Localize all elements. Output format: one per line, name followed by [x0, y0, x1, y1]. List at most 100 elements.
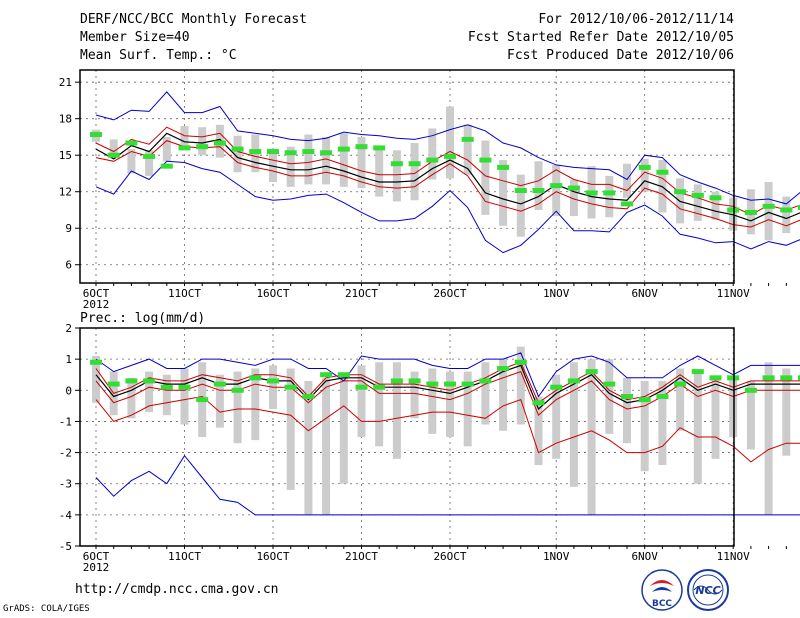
prec-obs-mark: [603, 381, 616, 387]
prec-obs-mark: [196, 397, 209, 403]
temp-x-tick-label: 21OCT: [345, 287, 378, 300]
prec-obs-mark: [390, 378, 403, 384]
temp-spread-bar: [410, 143, 419, 201]
prec-spread-bar: [375, 362, 384, 447]
prec-y-tick-label: -5: [59, 540, 72, 553]
temp-obs-mark: [143, 153, 156, 159]
temp-spread-bar: [322, 136, 331, 185]
temp-y-tick-label: 21: [59, 76, 72, 89]
prec-obs-mark: [798, 375, 800, 381]
prec-obs-mark: [284, 384, 297, 390]
temp-obs-mark: [373, 145, 386, 151]
temp-obs-mark: [284, 150, 297, 156]
prec-spread-bar: [658, 380, 667, 466]
bcc-logo: BCC: [641, 569, 683, 611]
prec-x-tick-label: 11OCT: [168, 550, 201, 563]
temp-max-line: [95, 91, 800, 205]
temp-obs-mark: [320, 150, 333, 156]
temp-obs-mark: [550, 183, 563, 189]
prec-spread-bar: [605, 359, 614, 434]
prec-spread-bar: [676, 368, 685, 431]
prec-max-line: [95, 352, 800, 398]
prec-obs-mark: [426, 381, 439, 387]
temp-obs-mark: [461, 136, 474, 142]
temp-spread-bar: [764, 181, 773, 241]
prec-obs-mark: [231, 387, 244, 393]
prec-spread-bar: [392, 362, 401, 459]
temp-obs-mark: [355, 144, 368, 150]
temp-spread-bar: [534, 161, 543, 210]
temp-x-tick-label: 11OCT: [168, 287, 201, 300]
temp-spread-bar: [516, 174, 525, 237]
temp-spread-bar: [782, 196, 791, 234]
temp-obs-mark: [213, 140, 226, 146]
temp-obs-mark: [780, 207, 793, 213]
temp-obs-mark: [479, 157, 492, 163]
temp-obs-mark: [603, 190, 616, 196]
prec-obs-mark: [674, 381, 687, 387]
prec-spread-bar: [764, 362, 773, 515]
temp-x-tick-label: 6NOV: [631, 287, 658, 300]
prec-obs-mark: [532, 400, 545, 406]
prec-spread-bar: [322, 377, 331, 515]
bcc-logo-text: BCC: [652, 599, 672, 609]
prec-spread-bar: [481, 362, 490, 425]
prec-spread-bar: [215, 374, 224, 428]
prec-spread-bar: [746, 380, 755, 450]
temp-x-tick-label: 1NOV: [543, 287, 570, 300]
prec-spread-bar: [552, 374, 561, 459]
prec-obs-mark: [479, 378, 492, 384]
prec-obs-mark: [302, 394, 315, 400]
source-url[interactable]: http://cmdp.ncc.cma.gov.cn: [75, 582, 279, 597]
temp-obs-mark: [514, 187, 527, 193]
temp-spread-bar: [269, 152, 277, 182]
temp-obs-mark: [567, 185, 580, 191]
temp-obs-mark: [178, 145, 191, 151]
temp-obs-mark: [798, 205, 800, 211]
prec-spread-bar: [463, 371, 472, 447]
temp-spread-bar: [286, 146, 295, 187]
temp-obs-mark: [585, 190, 598, 196]
prec-min-line: [95, 454, 800, 516]
temp-obs-mark: [532, 187, 545, 193]
prec-x-tick-label: 21OCT: [345, 550, 378, 563]
member-size: Member Size=40: [80, 30, 190, 45]
temp-spread-bar: [552, 164, 561, 217]
prec-spread-bar: [339, 374, 348, 484]
prec-x-tick-label: 6NOV: [631, 550, 658, 563]
prec-spread-bar: [286, 368, 295, 490]
prec-spread-bar: [92, 356, 100, 403]
prec-spread-bar: [446, 371, 454, 437]
prec-obs-mark: [567, 378, 580, 384]
temp-obs-mark: [390, 161, 403, 167]
temp-obs-mark: [444, 153, 456, 159]
temp-spread-bar: [304, 134, 313, 185]
temp-obs-mark: [267, 149, 279, 155]
prec-obs-mark: [373, 384, 386, 390]
prec-y-tick-label: -1: [59, 415, 72, 428]
temp-obs-mark: [90, 132, 102, 138]
prec-x-tick-label: 26OCT: [433, 550, 466, 563]
prec-spread-bar: [640, 380, 649, 472]
temp-upper-line: [95, 126, 800, 216]
prec-obs-mark: [355, 384, 368, 390]
temp-obs-mark: [426, 157, 439, 163]
prec-obs-mark: [320, 372, 333, 378]
prec-x-tick-label: 1NOV: [543, 550, 570, 563]
ncc-logo: NCC: [687, 569, 729, 611]
prec-y-tick-label: -3: [59, 478, 72, 491]
prec-spread-bar: [304, 380, 313, 515]
temp-spread-bar: [109, 139, 118, 156]
temp-lower-line: [95, 140, 800, 228]
prec-pct10-line: [95, 395, 800, 463]
prec-spread-bar: [693, 371, 702, 484]
prec-obs-mark: [267, 378, 279, 384]
prec-obs-mark: [178, 384, 191, 390]
ncc-logo-text: NCC: [695, 584, 720, 597]
produced-date: Fcst Produced Date 2012/10/06: [507, 48, 734, 63]
temp-spread-bar: [640, 158, 649, 192]
temp-spread-bar: [180, 125, 189, 150]
temp-spread-bar: [428, 128, 437, 180]
temp-y-tick-label: 9: [65, 222, 72, 235]
